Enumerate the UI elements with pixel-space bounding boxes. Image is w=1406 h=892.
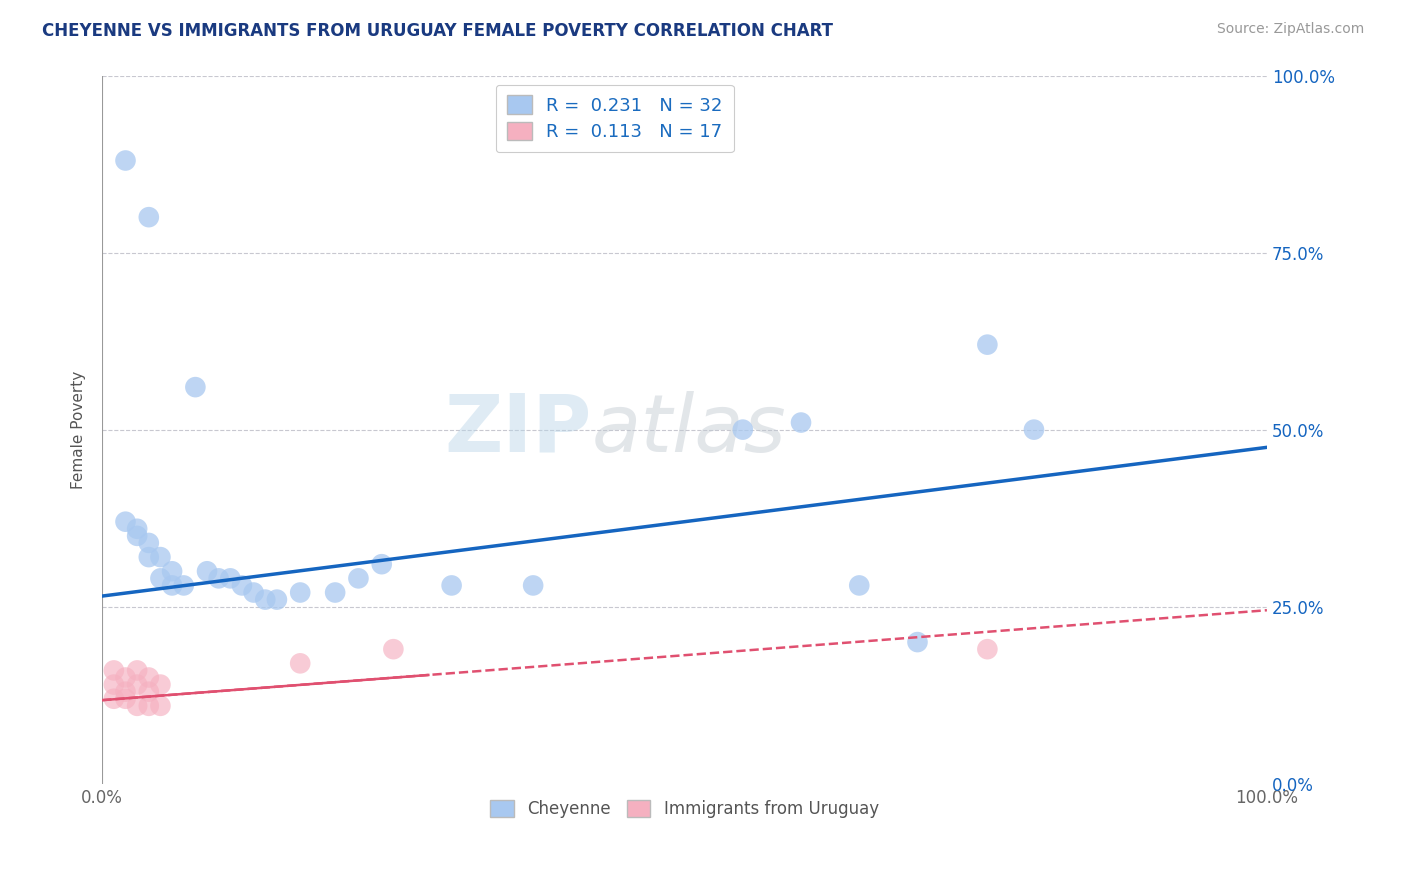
Point [731, 423, 754, 437]
Point [242, 585, 264, 599]
Point [114, 671, 136, 685]
Point [127, 677, 149, 691]
Legend: Cheyenne, Immigrants from Uruguay: Cheyenne, Immigrants from Uruguay [484, 794, 886, 825]
Point [138, 684, 160, 698]
Point [290, 657, 312, 671]
Point [290, 585, 312, 599]
Point [440, 578, 463, 592]
Point [114, 684, 136, 698]
Point [138, 536, 160, 550]
Point [149, 550, 172, 565]
Point [173, 578, 195, 592]
Point [149, 677, 172, 691]
Text: atlas: atlas [592, 391, 786, 468]
Point [266, 592, 288, 607]
Point [103, 691, 125, 706]
Point [149, 698, 172, 713]
Point [114, 153, 136, 168]
Point [160, 564, 183, 578]
Point [907, 635, 929, 649]
Point [848, 578, 870, 592]
Point [127, 522, 149, 536]
Point [382, 642, 405, 657]
Point [522, 578, 544, 592]
Point [323, 585, 346, 599]
Point [195, 564, 218, 578]
Point [103, 677, 125, 691]
Point [254, 592, 277, 607]
Point [149, 571, 172, 585]
Point [127, 698, 149, 713]
Point [114, 691, 136, 706]
Y-axis label: Female Poverty: Female Poverty [72, 370, 86, 489]
Point [208, 571, 231, 585]
Point [138, 698, 160, 713]
Point [138, 671, 160, 685]
Point [231, 578, 253, 592]
Point [976, 642, 998, 657]
Point [127, 529, 149, 543]
Point [371, 557, 394, 571]
Point [184, 380, 207, 394]
Point [1022, 423, 1045, 437]
Point [127, 664, 149, 678]
Point [114, 515, 136, 529]
Point [976, 337, 998, 351]
Point [160, 578, 183, 592]
Text: CHEYENNE VS IMMIGRANTS FROM URUGUAY FEMALE POVERTY CORRELATION CHART: CHEYENNE VS IMMIGRANTS FROM URUGUAY FEMA… [42, 22, 834, 40]
Point [138, 210, 160, 224]
Point [138, 550, 160, 565]
Text: ZIP: ZIP [444, 391, 592, 468]
Point [103, 664, 125, 678]
Text: Source: ZipAtlas.com: Source: ZipAtlas.com [1216, 22, 1364, 37]
Point [790, 416, 813, 430]
Point [219, 571, 242, 585]
Point [347, 571, 370, 585]
